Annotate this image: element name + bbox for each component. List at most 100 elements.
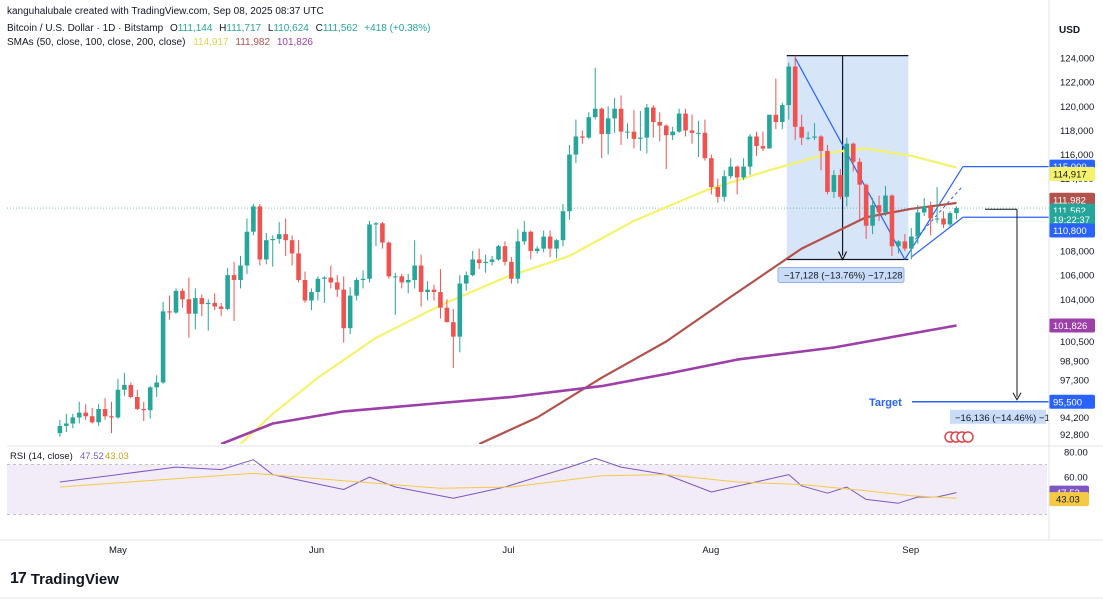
candle-up xyxy=(64,423,69,426)
candle-down xyxy=(476,259,482,264)
candle-down xyxy=(418,265,424,293)
time-tick-label: May xyxy=(109,545,127,556)
price-tag-label: 95,500 xyxy=(1053,397,1082,408)
candle-up xyxy=(676,113,682,132)
candle-down xyxy=(167,311,172,313)
rsi_ma-line xyxy=(59,472,957,499)
candle-down xyxy=(850,143,856,162)
candle-down xyxy=(941,218,946,225)
candle-down xyxy=(689,130,695,133)
candle-up xyxy=(160,311,166,383)
candle-up xyxy=(173,290,179,313)
price-tag-label: 111,562 xyxy=(1053,206,1086,217)
candle-up xyxy=(515,241,521,279)
candle-up xyxy=(947,213,953,225)
candle-up xyxy=(954,208,959,214)
symbol-ohlc-line: Bitcoin / U.S. Dollar · 1D · Bitstamp O1… xyxy=(7,23,430,34)
candle-down xyxy=(180,290,185,300)
candle-up xyxy=(747,136,753,167)
candle-down xyxy=(709,158,714,188)
target-projection-box xyxy=(950,409,1046,424)
candle-down xyxy=(438,292,443,308)
candle-up xyxy=(780,105,785,122)
candle-up xyxy=(741,166,746,178)
candle-up xyxy=(393,276,398,278)
candle-up xyxy=(786,66,792,106)
price-tag-badge xyxy=(1049,318,1095,333)
candle-down xyxy=(399,276,405,283)
price-tag-label: 110,800 xyxy=(1053,226,1087,237)
candle-down xyxy=(231,275,237,280)
candle-up xyxy=(522,231,527,242)
candle-down xyxy=(825,150,830,192)
tradingview-logo-icon: 17 xyxy=(10,570,27,587)
candle-up xyxy=(122,384,127,390)
candle-down xyxy=(657,121,663,126)
candle-up xyxy=(147,387,153,411)
candle-down xyxy=(283,234,288,241)
candle-up xyxy=(934,218,940,220)
candle-down xyxy=(863,184,869,226)
price-tick-label: 116,000 xyxy=(1060,150,1094,161)
price-tag-badge xyxy=(1049,394,1095,409)
candle-down xyxy=(380,223,385,243)
rsi-tick-label: 80.00 xyxy=(1064,448,1088,459)
candle-down xyxy=(212,302,217,307)
candle-up xyxy=(721,176,727,197)
candle-down xyxy=(289,240,295,254)
candle-down xyxy=(528,231,534,252)
candle-down xyxy=(876,205,882,213)
candle-up xyxy=(276,234,282,239)
price-tag-label: 19:22:37 xyxy=(1053,215,1090,226)
candle-down xyxy=(773,114,779,122)
candle-down xyxy=(702,132,708,159)
candle-up xyxy=(251,206,256,232)
candle-up xyxy=(309,292,314,301)
candle-down xyxy=(141,409,147,411)
candle-up xyxy=(605,118,611,135)
candle-up xyxy=(96,409,101,423)
price-tick-label: 92,800 xyxy=(1060,430,1089,441)
target-arrow-head xyxy=(1012,392,1022,401)
price-tick-label: 106,000 xyxy=(1060,271,1094,282)
candle-up xyxy=(57,425,63,434)
ohlc-change: +418 (+0.38%) xyxy=(364,23,431,34)
candle-up xyxy=(883,195,888,213)
rsi-ma-label: 43.03 xyxy=(1056,495,1080,506)
sma200-legend-value: 101,826 xyxy=(276,37,313,48)
candle-up xyxy=(405,279,411,283)
candle-down xyxy=(715,187,721,197)
creator-line: kanguhalubale created with TradingView.c… xyxy=(7,6,324,17)
time-tick-label: Jul xyxy=(502,545,514,556)
candle-up xyxy=(644,107,650,138)
candle-down xyxy=(651,107,656,122)
candle-up xyxy=(592,108,598,118)
candle-up xyxy=(115,389,121,418)
rsi-band xyxy=(7,464,1047,515)
candle-up xyxy=(573,136,579,155)
candle-up xyxy=(76,412,82,418)
candle-up xyxy=(921,206,927,213)
candle-up xyxy=(767,114,772,149)
candle-down xyxy=(683,113,688,131)
time-tick-label: Sep xyxy=(902,545,919,556)
candle-down xyxy=(218,306,224,309)
candle-up xyxy=(560,211,566,241)
rsi-tick-label: 60.00 xyxy=(1064,473,1088,484)
measure-label: −17,128 (−13.76%) −17,128 xyxy=(784,270,903,281)
candle-down xyxy=(857,161,862,185)
time-tick-label: Jun xyxy=(309,545,324,556)
time-tick-label: Aug xyxy=(702,545,719,556)
candle-down xyxy=(580,136,585,138)
measure-arrow-head xyxy=(838,251,848,261)
candle-up xyxy=(354,279,359,296)
candle-up xyxy=(586,117,592,138)
candle-up xyxy=(264,240,269,260)
candle-up xyxy=(805,137,811,139)
candle-up xyxy=(322,277,327,279)
price-tick-label: 98,900 xyxy=(1060,356,1089,367)
ohlc-open: O111,144 xyxy=(169,23,213,34)
candle-down xyxy=(386,242,392,277)
candle-down xyxy=(792,66,798,127)
candle-up xyxy=(844,143,850,197)
